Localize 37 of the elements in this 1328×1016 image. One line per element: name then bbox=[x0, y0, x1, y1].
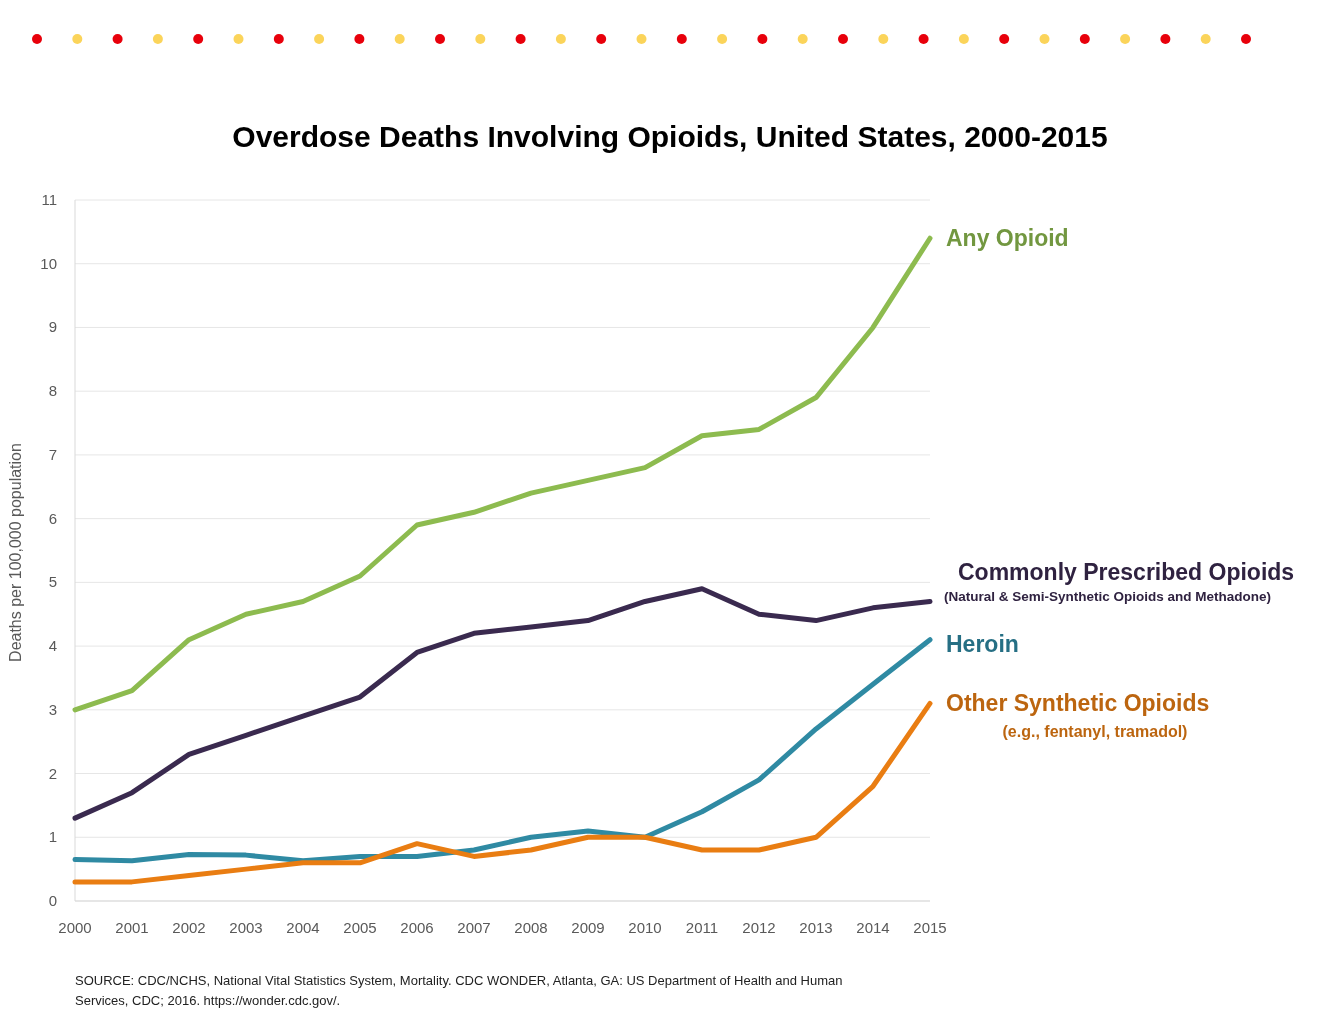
x-tick-label: 2008 bbox=[514, 919, 548, 936]
y-tick-label: 0 bbox=[48, 892, 57, 909]
x-tick-label: 2011 bbox=[685, 919, 719, 936]
text: (Natural & Semi-Synthetic Opioids and Methadone) bbox=[944, 589, 1272, 605]
series-label: Any Opioid bbox=[946, 225, 1069, 252]
x-tick-label: 2001 bbox=[115, 919, 149, 936]
y-axis-title: Deaths per 100,000 population bbox=[7, 443, 24, 662]
x-tick-label: 2009 bbox=[571, 919, 605, 936]
source-note: SOURCE: CDC/NCHS, National Vital Statistics System, Mortality. CDC WONDER, Atlanta, GA: US Department of Health and Human Services, CDC; 2016. https://wonder.cdc.gov/. bbox=[75, 973, 843, 1008]
x-tick-label: 2012 bbox=[742, 919, 776, 936]
x-tick-label: 2004 bbox=[286, 919, 320, 936]
x-tick-label: 2003 bbox=[229, 919, 263, 936]
chart-title: Overdose Deaths Involving Opioids, United States, 2000-2015 bbox=[232, 120, 1108, 153]
y-tick-label: 11 bbox=[41, 191, 57, 208]
y-tick-label: 3 bbox=[48, 700, 57, 718]
y-tick-label: 6 bbox=[48, 509, 57, 527]
x-tick-label: 2015 bbox=[913, 919, 947, 936]
y-tick-label: 5 bbox=[48, 573, 57, 591]
x-tick-label: 2007 bbox=[457, 919, 491, 936]
x-tick-label: 2005 bbox=[343, 919, 377, 936]
y-tick-label: 7 bbox=[48, 445, 57, 463]
x-tick-label: 2013 bbox=[799, 919, 833, 936]
series-label: Heroin bbox=[946, 630, 1019, 657]
y-tick-label: 9 bbox=[48, 318, 57, 336]
y-tick-label: 4 bbox=[48, 637, 57, 655]
x-tick-label: 2000 bbox=[58, 919, 92, 936]
text: (e.g., fentanyl, tramadol) bbox=[1002, 723, 1188, 741]
y-tick-label: 10 bbox=[40, 254, 57, 272]
y-tick-label: 8 bbox=[48, 382, 57, 400]
y-tick-label: 1 bbox=[48, 828, 57, 846]
series-label: Commonly Prescribed Opioids bbox=[958, 559, 1295, 586]
x-tick-label: 2002 bbox=[172, 919, 206, 936]
series-label: Other Synthetic Opioids bbox=[946, 690, 1210, 717]
y-tick-label: 2 bbox=[48, 764, 57, 782]
x-tick-label: 2014 bbox=[856, 919, 890, 936]
x-tick-label: 2006 bbox=[400, 919, 434, 936]
x-tick-label: 2010 bbox=[628, 919, 662, 936]
